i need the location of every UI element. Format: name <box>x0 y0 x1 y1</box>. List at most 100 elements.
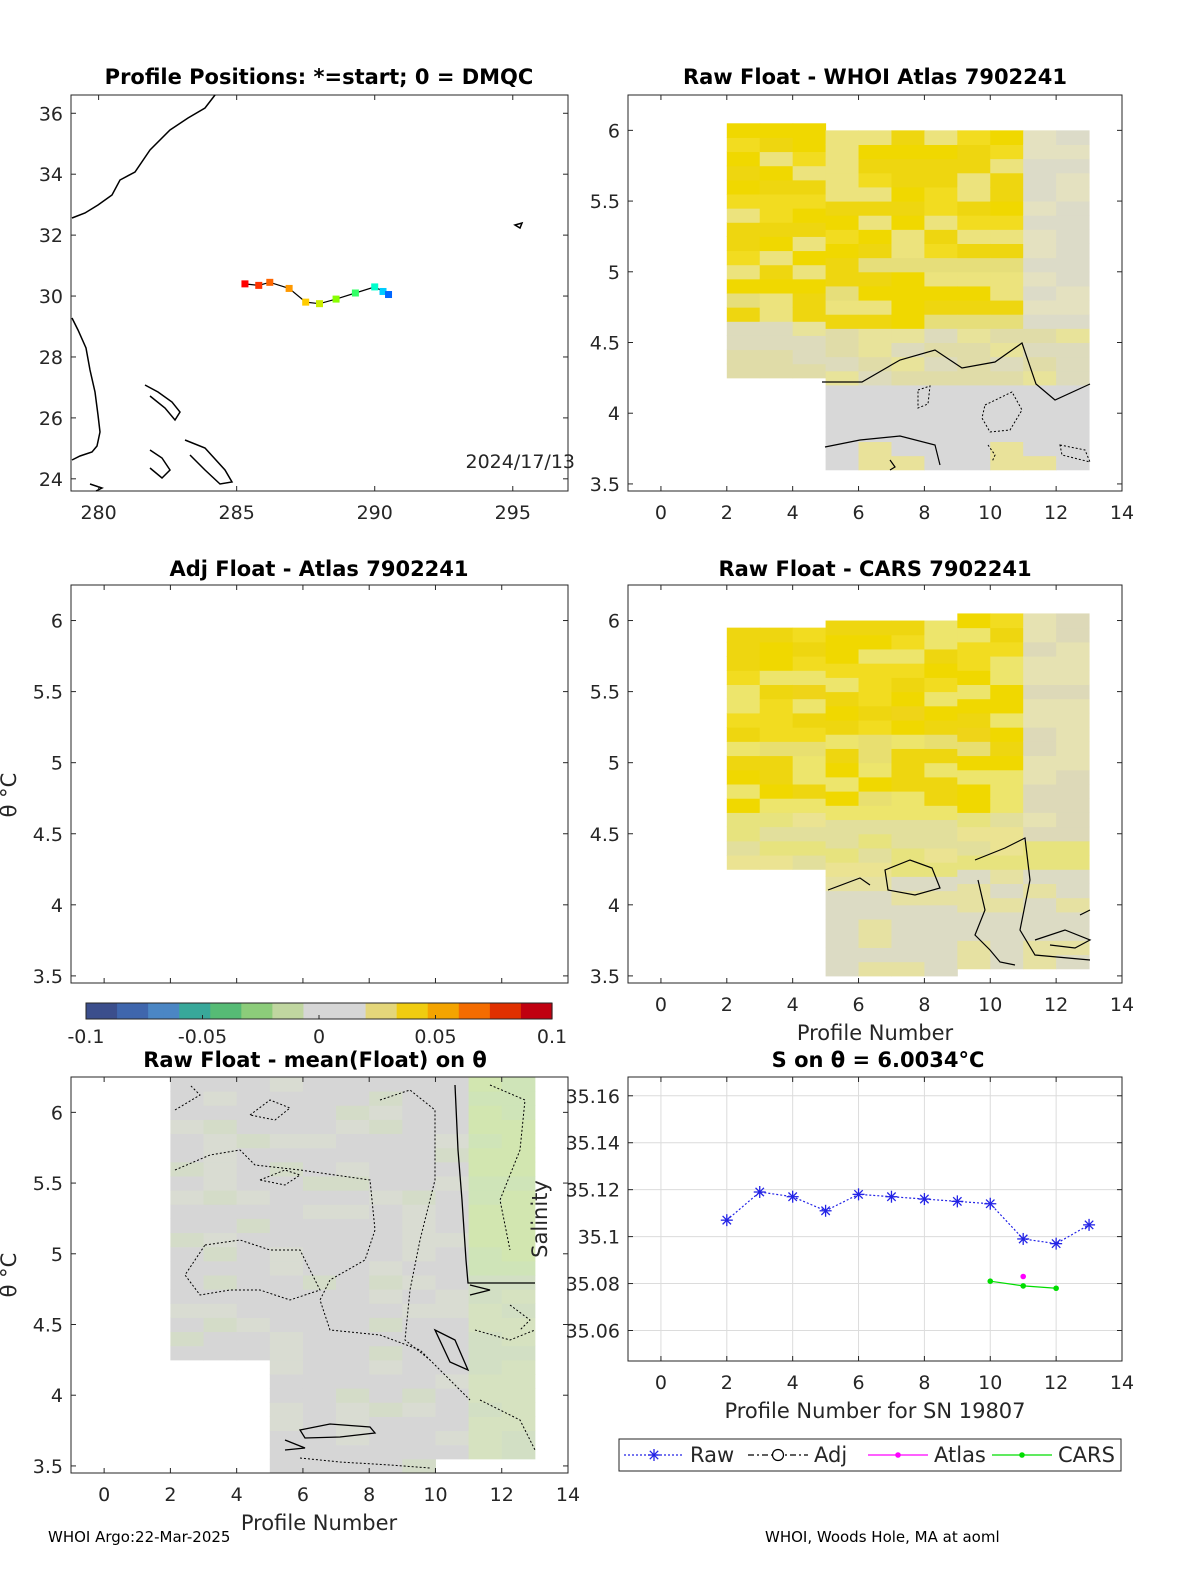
heatmap-cell <box>858 748 892 764</box>
heatmap-cell <box>269 1359 304 1375</box>
heatmap-cell <box>825 890 860 906</box>
heatmap-cell <box>858 791 892 806</box>
heatmap-cell <box>726 826 761 842</box>
whoi-contour-dotted <box>987 444 996 463</box>
heatmap-cell <box>170 1204 205 1219</box>
heatmap-cell <box>435 1105 470 1120</box>
salinity-series <box>720 1186 1096 1292</box>
heatmap-cell <box>369 1260 403 1276</box>
heatmap-cell <box>1023 314 1057 329</box>
legend-marker-cars <box>1019 1452 1025 1458</box>
colorbar-segment <box>132 1003 149 1019</box>
heatmap-cell <box>726 755 761 771</box>
heatmap-cell <box>792 641 827 657</box>
heatmap-cell <box>891 677 925 693</box>
adj-ytick-label: 3.5 <box>33 966 63 988</box>
heatmap-cell <box>825 947 860 963</box>
heatmap-cell <box>369 1317 403 1333</box>
heatmap-cell <box>336 1190 370 1205</box>
heatmap-cell <box>501 1275 536 1290</box>
heatmap-cell <box>924 399 958 414</box>
heatmap-cell <box>858 705 892 721</box>
heatmap-cell <box>858 762 892 778</box>
heatmap-cell <box>726 307 761 322</box>
heatmap-cell <box>858 876 892 892</box>
heatmap-cell <box>990 399 1024 414</box>
heatmap-cell <box>825 384 860 400</box>
heatmap-cell <box>891 285 925 301</box>
whoi-ytick-label: 5.5 <box>590 191 620 213</box>
heatmap-cell <box>1023 455 1057 471</box>
heatmap-cell <box>170 1091 205 1106</box>
heatmap-cell <box>336 1147 370 1163</box>
heatmap-cell <box>825 229 860 244</box>
heatmap-cell <box>1056 243 1090 259</box>
whoi-panel: Raw Float - WHOI Atlas 7902241 0 2 4 6 8 10 12… <box>590 65 1134 524</box>
heatmap-cell <box>990 285 1024 301</box>
heatmap-cell <box>891 791 925 806</box>
heatmap-cell <box>858 862 892 877</box>
colorbar-segment <box>427 1003 444 1019</box>
heatmap-cell <box>825 300 860 315</box>
map-profile-point <box>266 278 274 286</box>
heatmap-cell <box>468 1105 503 1120</box>
heatmap-cell <box>726 741 761 757</box>
heatmap-cell <box>302 1275 337 1290</box>
heatmap-cell <box>957 172 991 188</box>
adj-ytick-label: 5 <box>51 753 63 775</box>
mean-contour-dotted <box>299 1457 431 1469</box>
heatmap-cell <box>369 1430 403 1446</box>
heatmap-cell <box>203 1204 238 1219</box>
heatmap-cell <box>468 1444 503 1460</box>
heatmap-cell <box>236 1077 271 1092</box>
heatmap-cell <box>269 1444 304 1460</box>
heatmap-cell <box>1023 784 1057 799</box>
heatmap-cell <box>302 1204 337 1219</box>
heatmap-cell <box>792 307 827 322</box>
heatmap-cell <box>402 1232 436 1248</box>
heatmap-cell <box>501 1133 536 1149</box>
colorbar-segment <box>303 1003 320 1019</box>
heatmap-cell <box>924 947 958 963</box>
adj-axes <box>70 584 569 984</box>
heatmap-cell <box>792 656 827 671</box>
heatmap-cell <box>924 961 958 977</box>
heatmap-cell <box>1023 271 1057 287</box>
heatmap-cell <box>924 328 958 343</box>
heatmap-cell <box>1056 883 1090 899</box>
heatmap-cell <box>501 1190 536 1205</box>
heatmap-cell <box>924 876 958 892</box>
heatmap-cell <box>1056 229 1090 244</box>
heatmap-cell <box>957 911 991 927</box>
heatmap-cell <box>957 300 991 315</box>
heatmap-cell <box>203 1260 238 1276</box>
heatmap-cell <box>1056 328 1090 343</box>
whoi-contour-dotted <box>1059 444 1091 463</box>
colorbar-tick-label: 0.05 <box>414 1026 456 1048</box>
heatmap-cell <box>468 1374 503 1389</box>
heatmap-cell <box>236 1317 271 1333</box>
whoi-ytick-label: 3.5 <box>590 474 620 496</box>
heatmap-cell <box>1056 812 1090 828</box>
salinity-xtick-label: 0 <box>655 1372 667 1394</box>
heatmap-cell <box>792 236 827 252</box>
heatmap-cell <box>858 285 892 301</box>
heatmap-cell <box>858 271 892 287</box>
heatmap-cell <box>170 1275 205 1290</box>
cars-ytick-label: 6 <box>608 611 620 633</box>
map-profile-point <box>351 289 359 297</box>
heatmap-cell <box>1056 769 1090 785</box>
cars-xtick-label: 2 <box>721 994 733 1016</box>
heatmap-cell <box>990 826 1024 842</box>
heatmap-cell <box>501 1359 536 1375</box>
heatmap-cell <box>236 1133 271 1149</box>
heatmap-cell <box>726 698 761 714</box>
heatmap-cell <box>468 1190 503 1205</box>
map-xtick-label: 285 <box>219 502 255 524</box>
heatmap-cell <box>858 734 892 749</box>
salinity-xtick-label: 12 <box>1044 1372 1068 1394</box>
heatmap-cell <box>501 1246 536 1262</box>
heatmap-cell <box>402 1275 436 1290</box>
heatmap-cell <box>792 798 827 813</box>
heatmap-cell <box>924 904 958 920</box>
